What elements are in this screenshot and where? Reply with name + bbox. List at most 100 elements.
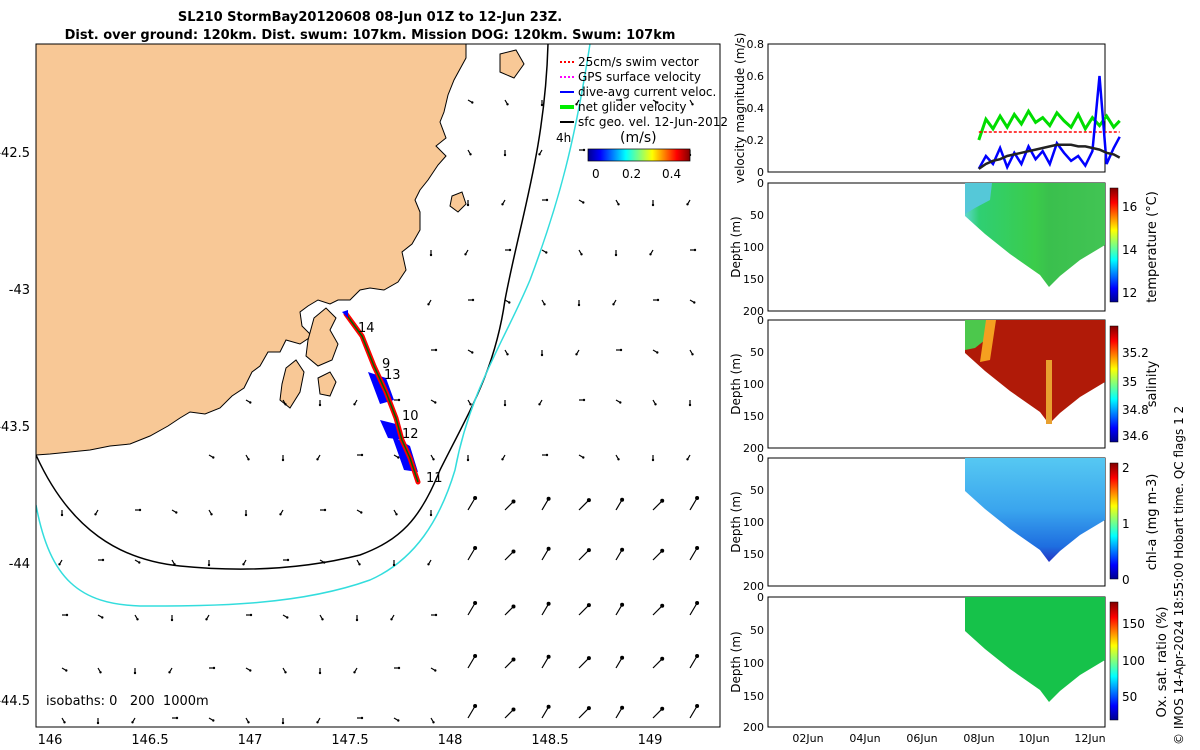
depth-label: Depth (m) bbox=[729, 491, 743, 552]
current-arrow-head bbox=[656, 101, 659, 104]
day-label: 12 bbox=[402, 427, 419, 442]
current-arrow-head bbox=[360, 716, 364, 720]
current-arrow-head bbox=[138, 508, 142, 512]
day-labels: 14 9 13 10 12 11 bbox=[358, 321, 443, 486]
current-arrow bbox=[689, 602, 698, 616]
cbar-tick: 0 bbox=[1122, 573, 1130, 587]
current-arrow-head bbox=[538, 153, 541, 156]
depth-tick: 50 bbox=[750, 346, 764, 359]
current-arrow-head bbox=[286, 616, 289, 619]
current-arrow-head bbox=[546, 496, 551, 501]
depth-tick: 200 bbox=[743, 442, 764, 455]
current-arrow-head bbox=[695, 654, 700, 658]
temperature-field bbox=[965, 183, 1105, 287]
current-arrow bbox=[541, 603, 550, 616]
current-arrow-head bbox=[138, 561, 141, 564]
current-arrow-head bbox=[586, 603, 591, 608]
depth-tick: 150 bbox=[743, 410, 764, 423]
current-arrow-head bbox=[686, 203, 689, 206]
current-arrow-head bbox=[136, 618, 139, 621]
current-arrow-head bbox=[620, 705, 625, 710]
current-arrow bbox=[689, 497, 698, 511]
current-arrow bbox=[467, 602, 476, 616]
current-arrow-head bbox=[508, 301, 511, 304]
depth-tick: 150 bbox=[743, 548, 764, 561]
date-axis: 02Jun 04Jun 06Jun 08Jun 10Jun 12Jun bbox=[792, 732, 1105, 745]
cbar-label: salinity bbox=[1145, 360, 1160, 407]
depth-tick: 150 bbox=[743, 273, 764, 286]
current-arrow-head bbox=[695, 546, 700, 550]
current-arrow-head bbox=[323, 561, 326, 564]
oxygen-field bbox=[965, 597, 1105, 702]
current-arrow-head bbox=[397, 666, 401, 670]
lat-tick: -44.5 bbox=[0, 694, 30, 709]
current-arrow bbox=[578, 707, 590, 719]
day-label: 14 bbox=[358, 321, 375, 336]
credit-text: © IMOS 14-Apr-2024 18:55:00 Hobart time.… bbox=[1172, 405, 1186, 745]
cbar-tick: 1 bbox=[1122, 517, 1130, 531]
current-arrow-head bbox=[390, 618, 393, 621]
current-arrow-head bbox=[323, 508, 327, 512]
current-arrow-head bbox=[471, 351, 474, 354]
current-arrow-head bbox=[503, 153, 507, 157]
depth-tick: 100 bbox=[743, 657, 764, 670]
chart-subtitle: Dist. over ground: 120km. Dist. swum: 10… bbox=[64, 28, 676, 43]
current-arrow-head bbox=[168, 671, 171, 674]
current-arrow-head bbox=[619, 98, 623, 102]
current-arrow bbox=[467, 547, 476, 561]
current-arrow-head bbox=[501, 458, 504, 461]
current-arrow-head bbox=[249, 669, 252, 672]
current-arrow bbox=[652, 708, 663, 719]
current-arrow-head bbox=[619, 348, 623, 352]
salinity-streak bbox=[1046, 360, 1052, 424]
chl-a-section bbox=[767, 457, 1119, 587]
island bbox=[317, 371, 337, 397]
current-arrow-head bbox=[207, 563, 211, 567]
depth-tick: 100 bbox=[743, 241, 764, 254]
current-arrow-head bbox=[506, 353, 509, 356]
current-arrow-head bbox=[691, 353, 694, 356]
lon-tick: 147.5 bbox=[331, 733, 368, 748]
current-arrow bbox=[541, 656, 550, 669]
current-arrow-head bbox=[279, 513, 282, 516]
lon-tick: 149 bbox=[638, 733, 663, 748]
current-arrow-head bbox=[691, 103, 694, 106]
current-arrow-head bbox=[511, 657, 516, 662]
current-arrow-head bbox=[503, 403, 507, 407]
net-velocity-path bbox=[345, 313, 419, 483]
depth-tick: 200 bbox=[743, 721, 764, 734]
section-y-ticks: 0 50 100 150 200 0 50 100 150 200 0 50 1… bbox=[743, 177, 764, 734]
current-arrow-head bbox=[242, 563, 245, 566]
current-arrow-head bbox=[205, 618, 208, 621]
current-arrow-head bbox=[511, 549, 516, 554]
current-arrow-head bbox=[397, 456, 400, 459]
oxygen-section bbox=[767, 596, 1119, 728]
current-arrow-head bbox=[360, 511, 363, 514]
cbar-tick: 16 bbox=[1122, 200, 1137, 214]
depth-tick: 50 bbox=[750, 624, 764, 637]
current-arrow-head bbox=[360, 453, 364, 457]
current-arrow bbox=[541, 498, 550, 511]
current-arrow-head bbox=[473, 601, 478, 605]
current-arrow-head bbox=[575, 103, 578, 106]
current-arrow bbox=[504, 659, 514, 669]
depth-tick: 200 bbox=[743, 305, 764, 318]
current-arrow-head bbox=[501, 203, 504, 206]
date-tick: 10Jun bbox=[1018, 732, 1049, 745]
depth-tick: 0 bbox=[757, 452, 764, 465]
current-arrow-head bbox=[432, 721, 435, 724]
current-arrow-head bbox=[506, 103, 509, 106]
current-arrow-head bbox=[101, 616, 104, 619]
current-arrow-head bbox=[695, 601, 700, 605]
current-arrow-head bbox=[620, 497, 625, 502]
current-arrow-head bbox=[688, 403, 692, 407]
current-arrow bbox=[467, 497, 476, 511]
map-y-axis: -42.5 -43 -43.5 -44 -44.5 bbox=[0, 146, 30, 709]
current-arrow-head bbox=[318, 403, 322, 407]
current-arrow-head bbox=[284, 671, 287, 674]
lon-tick: 147 bbox=[238, 733, 263, 748]
current-arrow-head bbox=[281, 721, 285, 725]
current-arrow-head bbox=[656, 351, 659, 354]
current-arrow-head bbox=[511, 499, 516, 504]
cbar-tick: 12 bbox=[1122, 286, 1137, 300]
